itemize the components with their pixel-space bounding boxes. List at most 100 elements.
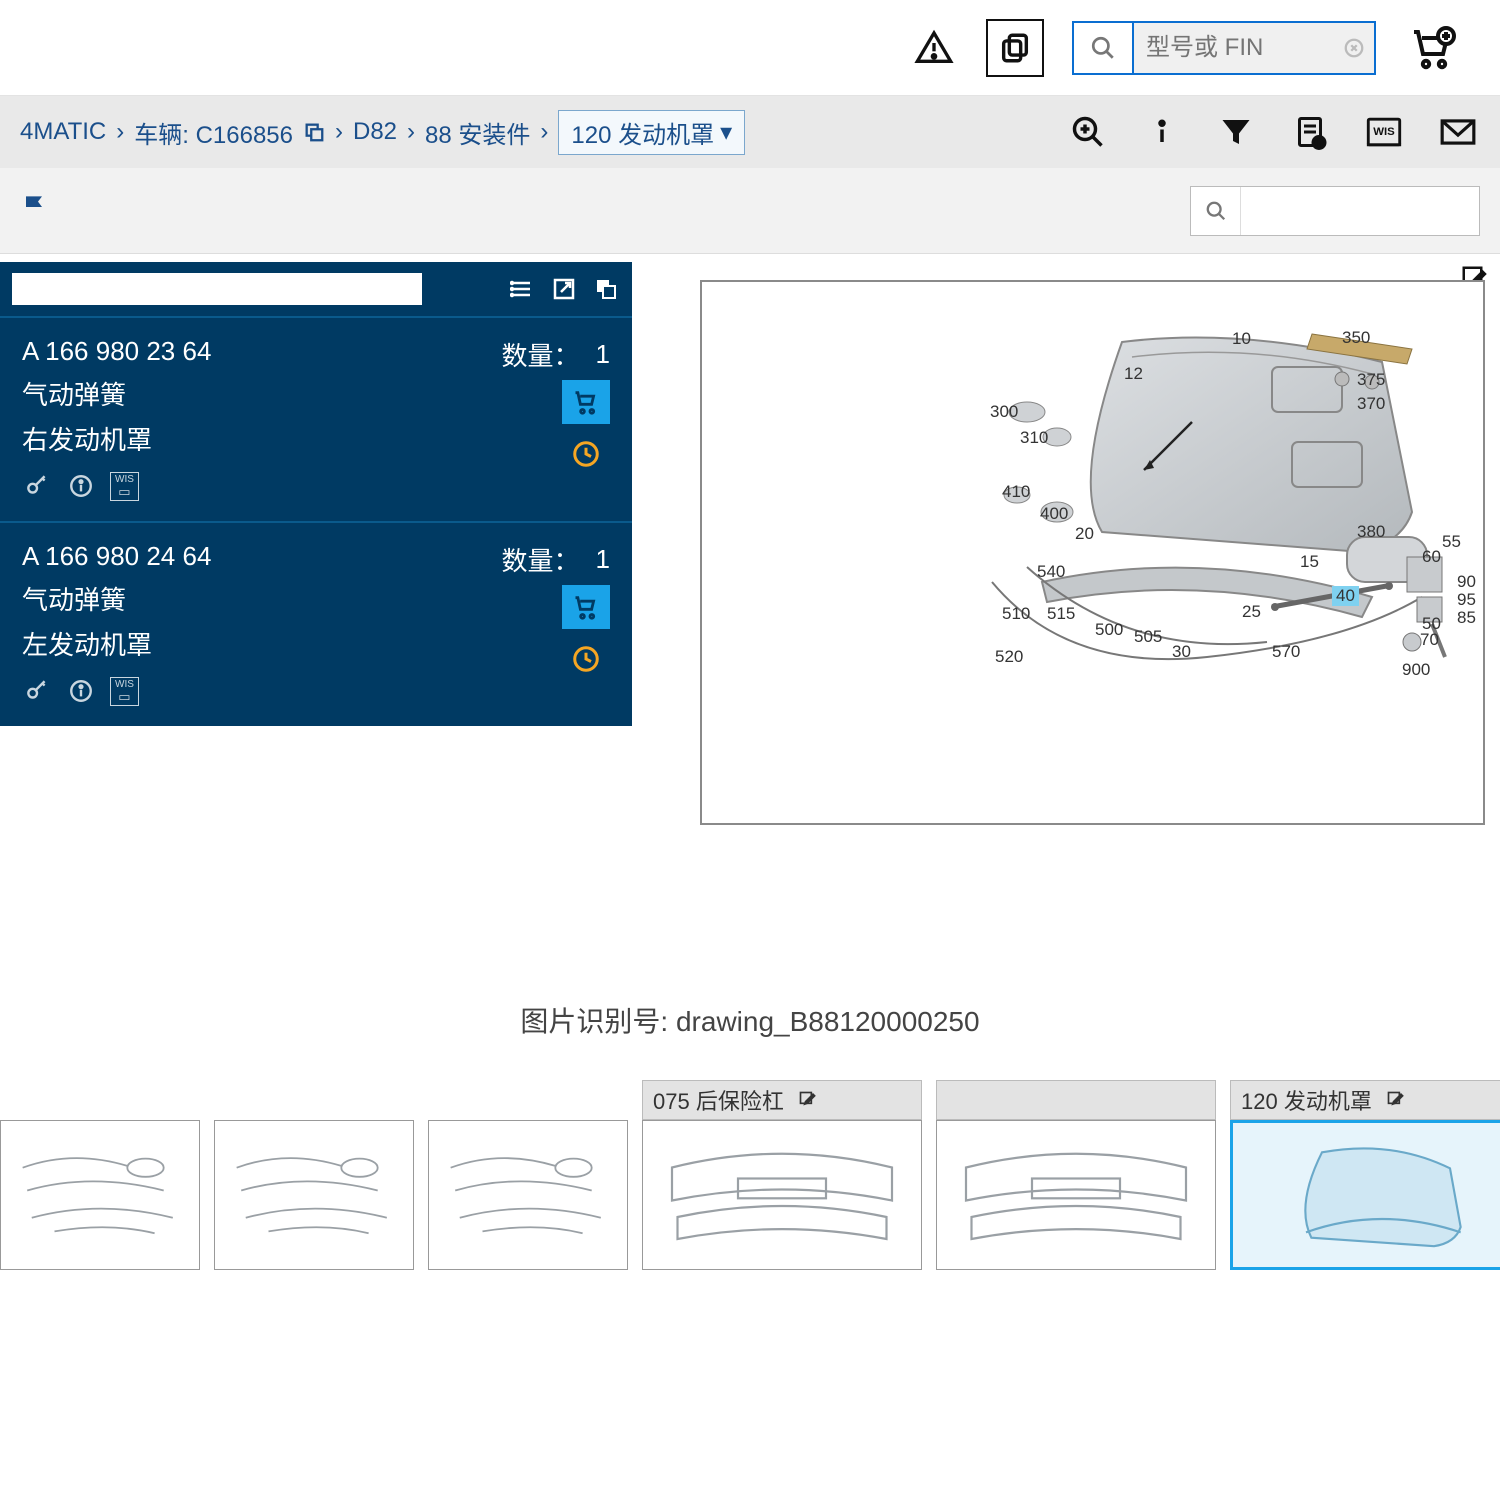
callout-85[interactable]: 85	[1457, 608, 1476, 628]
thumbnail-sketch	[651, 1129, 913, 1261]
add-to-cart-button[interactable]	[562, 585, 610, 629]
callout-375[interactable]: 375	[1357, 370, 1385, 390]
search-icon[interactable]	[1191, 187, 1241, 235]
callout-60[interactable]: 60	[1422, 547, 1441, 567]
callout-410[interactable]: 410	[1002, 482, 1030, 502]
info-circle-icon[interactable]	[66, 676, 96, 706]
breadcrumb-vehicle[interactable]: 车辆: C166856	[134, 115, 293, 150]
qty-value: 1	[596, 339, 610, 370]
thumbnail: 120 发动机罩	[1230, 1080, 1500, 1270]
exploded-diagram[interactable]: 10 12 300310 350 375 370 410 400 20 540 510 515 500 5…	[700, 280, 1485, 825]
callout-380[interactable]: 380	[1357, 522, 1385, 542]
thumbnail-title: 120 发动机罩	[1230, 1080, 1500, 1120]
svg-text:!: !	[1318, 139, 1321, 149]
thumbnail-sketch	[9, 1129, 191, 1261]
callout-20[interactable]: 20	[1075, 524, 1094, 544]
clear-search-icon[interactable]	[1334, 23, 1374, 73]
chevron-down-icon: ▾	[720, 118, 732, 147]
info-circle-icon[interactable]	[66, 471, 96, 501]
breadcrumb-current[interactable]: 120 发动机罩 ▾	[558, 110, 745, 155]
part-description: 左发动机罩	[22, 625, 610, 662]
thumbnail-image[interactable]	[642, 1120, 922, 1270]
callout-540[interactable]: 540	[1037, 562, 1065, 582]
wis-badge-icon[interactable]: WIS▭	[110, 472, 139, 501]
history-icon[interactable]	[566, 639, 606, 679]
callout-25[interactable]: 25	[1242, 602, 1261, 622]
key-icon[interactable]	[22, 471, 52, 501]
svg-text:WIS: WIS	[1373, 126, 1395, 138]
copy-button[interactable]	[986, 19, 1044, 77]
thumbnail	[936, 1080, 1216, 1270]
diagram-search-input[interactable]	[1241, 187, 1479, 235]
callout-515[interactable]: 515	[1047, 604, 1075, 624]
part-item[interactable]: A 166 980 24 64 气动弹簧 左发动机罩 数量： 1 WIS▭	[0, 521, 632, 726]
document-alert-icon[interactable]: !	[1288, 110, 1332, 154]
sub-toolbar	[0, 168, 1500, 254]
cart-button[interactable]	[1404, 20, 1460, 76]
callout-70[interactable]: 70	[1420, 630, 1439, 650]
thumbnail: 075 后保险杠	[642, 1080, 922, 1270]
zoom-in-icon[interactable]	[1066, 110, 1110, 154]
qty-label: 数量：	[502, 541, 580, 578]
thumbnail-image[interactable]	[936, 1120, 1216, 1270]
callout-370[interactable]: 370	[1357, 394, 1385, 414]
callout-570[interactable]: 570	[1272, 642, 1300, 662]
mail-icon[interactable]	[1436, 110, 1480, 154]
thumbnail-strip: 075 后保险杠 120 发动机罩 1	[0, 1050, 1500, 1270]
thumbnail-image[interactable]	[428, 1120, 628, 1270]
parts-search-input[interactable]	[12, 273, 422, 305]
thumbnail-title-text: 075 后保险杠	[653, 1084, 784, 1116]
thumbnail-sketch	[437, 1129, 619, 1261]
callout-350[interactable]: 350	[1342, 328, 1370, 348]
key-icon[interactable]	[22, 676, 52, 706]
wis-badge-icon[interactable]: WIS▭	[110, 677, 139, 706]
callout-300[interactable]: 300	[990, 402, 1018, 422]
top-toolbar	[0, 0, 1500, 96]
search-icon[interactable]	[1074, 23, 1134, 73]
callout-505[interactable]: 505	[1134, 627, 1162, 647]
callout-400[interactable]: 400	[1040, 504, 1068, 524]
part-item[interactable]: A 166 980 23 64 气动弹簧 右发动机罩 数量： 1 WIS▭	[0, 316, 632, 521]
history-icon[interactable]	[566, 434, 606, 474]
callout-95[interactable]: 95	[1457, 590, 1476, 610]
callout-10[interactable]: 10	[1232, 329, 1251, 349]
callout-900[interactable]: 900	[1402, 660, 1430, 680]
info-icon[interactable]	[1140, 110, 1184, 154]
callout-500[interactable]: 500	[1095, 620, 1123, 640]
popout-icon[interactable]	[550, 275, 578, 303]
diagram-search	[1190, 186, 1480, 236]
filter-icon[interactable]	[1214, 110, 1258, 154]
add-to-cart-button[interactable]	[562, 380, 610, 424]
wis-icon[interactable]: WIS	[1362, 110, 1406, 154]
thumbnail-image[interactable]	[1230, 1120, 1500, 1270]
list-view-icon[interactable]	[508, 275, 536, 303]
caption-label: 图片识别号:	[520, 1006, 676, 1037]
part-name: 气动弹簧	[22, 375, 610, 412]
warning-icon[interactable]	[910, 24, 958, 72]
parts-panel-header	[0, 262, 632, 316]
global-search	[1072, 21, 1376, 75]
external-link-icon[interactable]	[303, 121, 325, 143]
chevron-right-icon: ›	[407, 118, 415, 146]
callout-15[interactable]: 15	[1300, 552, 1319, 572]
global-search-input[interactable]	[1134, 23, 1334, 73]
callout-12[interactable]: 12	[1124, 364, 1143, 384]
callout-510[interactable]: 510	[1002, 604, 1030, 624]
callout-highlighted[interactable]: 40	[1332, 586, 1359, 606]
thumbnail-image[interactable]	[214, 1120, 414, 1270]
thumbnail-image[interactable]	[0, 1120, 200, 1270]
windows-stack-icon[interactable]	[592, 275, 620, 303]
chevron-right-icon: ›	[335, 118, 343, 146]
callout-55[interactable]: 55	[1442, 532, 1461, 552]
callout-90[interactable]: 90	[1457, 572, 1476, 592]
breadcrumb-group[interactable]: 88 安装件	[425, 115, 530, 150]
thumbnail	[428, 1120, 628, 1270]
breadcrumb-prefix[interactable]: 4MATIC	[20, 118, 106, 146]
callout-30[interactable]: 30	[1172, 642, 1191, 662]
qty-label: 数量：	[502, 336, 580, 373]
breadcrumb-dcode[interactable]: D82	[353, 118, 397, 146]
callout-520[interactable]: 520	[995, 647, 1023, 667]
callout-310[interactable]: 310	[1020, 428, 1048, 448]
edit-icon[interactable]	[798, 1090, 818, 1110]
edit-icon[interactable]	[1386, 1090, 1406, 1110]
